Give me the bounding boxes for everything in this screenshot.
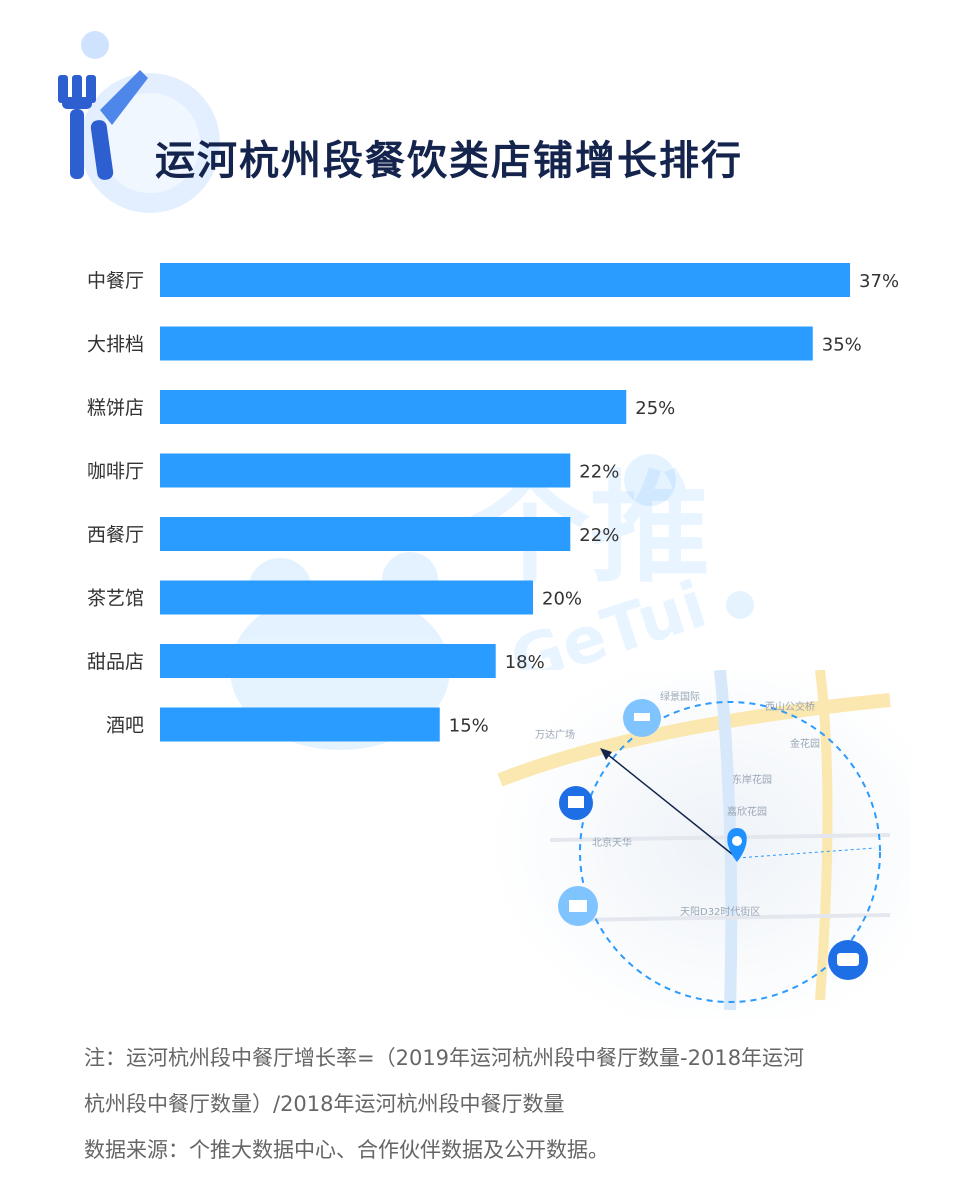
category-label: 糕饼店 (87, 397, 144, 419)
value-label: 25% (635, 398, 675, 419)
value-label: 22% (579, 462, 619, 483)
location-map: 绿景国际 西山公交桥 万达广场 东岸花园 金花园 嘉欣花园 北京天华 天阳D32… (490, 670, 910, 1020)
value-label: 35% (822, 335, 862, 356)
map-label-5: 金花园 (790, 737, 820, 750)
value-label: 37% (859, 271, 899, 292)
map-label-2: 西山公交桥 (765, 700, 815, 713)
value-label: 22% (579, 525, 619, 546)
note-line-3: 数据来源：个推大数据中心、合作伙伴数据及公开数据。 (84, 1138, 609, 1162)
bar (160, 517, 571, 551)
map-label-8: 天阳D32时代街区 (680, 905, 760, 918)
map-label-7: 北京天华 (592, 836, 632, 849)
map-label-6: 嘉欣花园 (727, 805, 767, 818)
map-label-1: 绿景国际 (660, 690, 700, 703)
note-line-2: 杭州段中餐厅数量）/2018年运河杭州段中餐厅数量 (84, 1092, 565, 1116)
bar (160, 326, 813, 361)
category-label: 茶艺馆 (87, 588, 144, 610)
map-label-3: 万达广场 (535, 728, 575, 741)
bar (160, 707, 440, 742)
growth-bar-chart: 中餐厅 37% 大排档 35% 糕饼店 25% 咖啡厅 22% 西餐厅 22% 茶艺馆 20% 甜品店 1… (87, 263, 899, 742)
value-label: 18% (505, 652, 545, 673)
page-title: 运河杭州段餐饮类店铺增长排行 (155, 138, 743, 184)
note-line-1: 注：运河杭州段中餐厅增长率=（2019年运河杭州段中餐厅数量-2018年运河 (84, 1046, 805, 1070)
value-label: 15% (449, 716, 489, 737)
value-label: 20% (542, 589, 582, 610)
map-label-4: 东岸花园 (732, 773, 772, 786)
category-label: 大排档 (87, 334, 144, 356)
category-label: 酒吧 (106, 715, 144, 737)
bar (160, 453, 571, 488)
bar (160, 390, 627, 424)
category-label: 西餐厅 (87, 524, 144, 546)
bar (160, 644, 496, 678)
bar (160, 580, 533, 615)
category-label: 中餐厅 (87, 270, 144, 292)
category-label: 咖啡厅 (87, 461, 144, 483)
tableware-logo-icon (58, 31, 220, 213)
footnotes: 注：运河杭州段中餐厅增长率=（2019年运河杭州段中餐厅数量-2018年运河 杭… (84, 1035, 904, 1173)
category-label: 甜品店 (87, 651, 144, 673)
bar (160, 263, 851, 297)
